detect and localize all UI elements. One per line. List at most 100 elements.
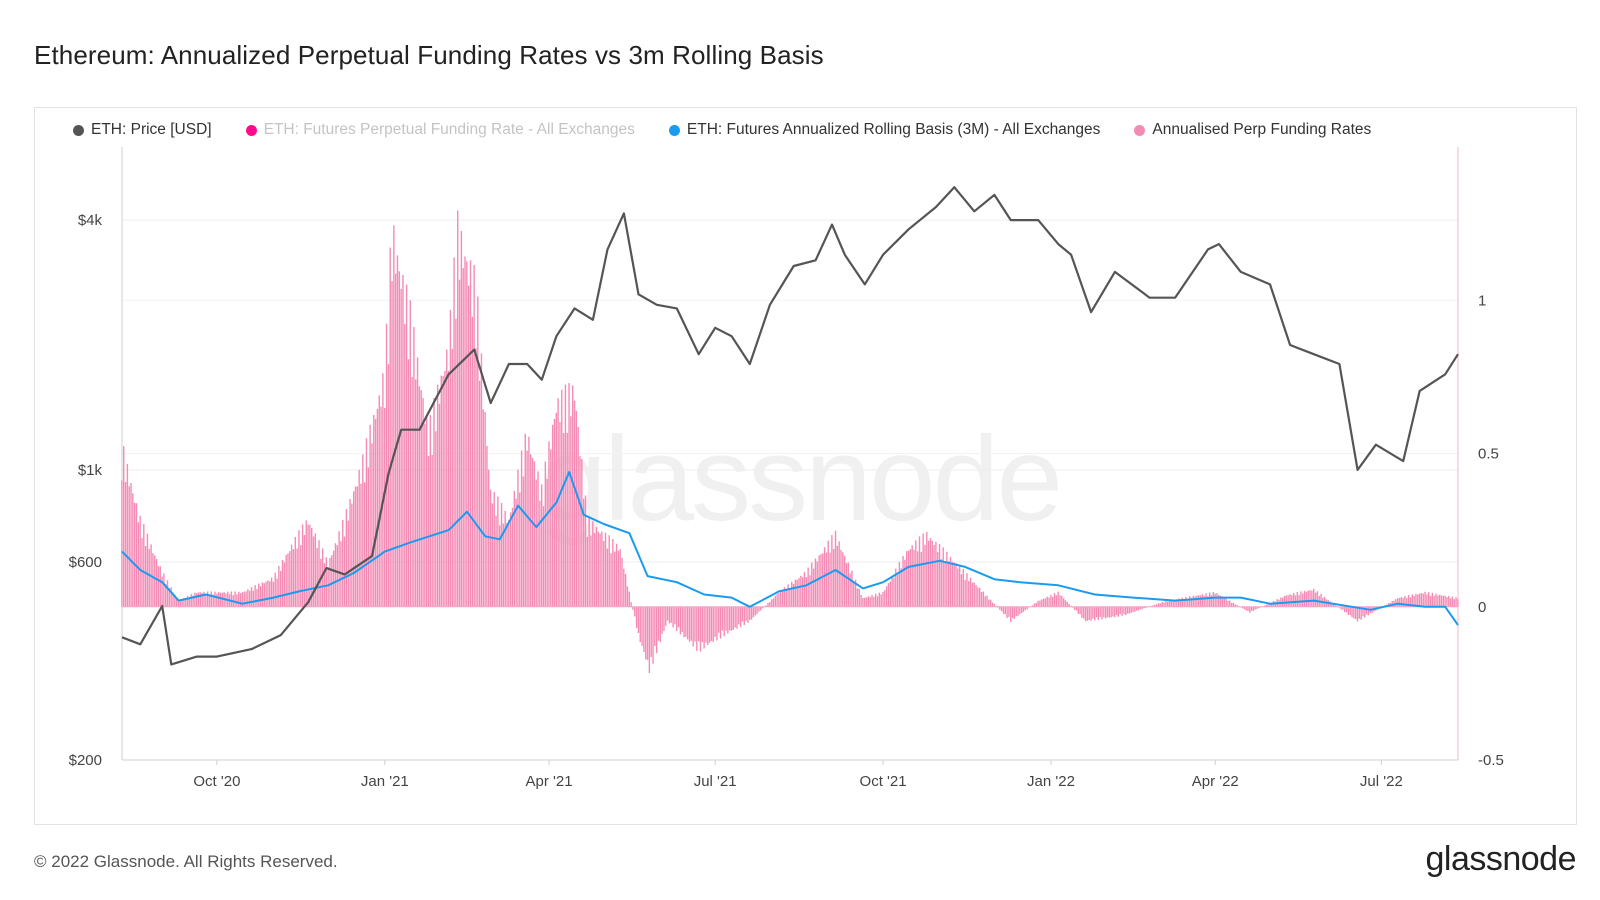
perp-funding-bar	[1081, 606, 1083, 618]
perp-funding-bar	[555, 412, 557, 607]
perp-funding-bar	[435, 431, 437, 607]
legend-item-funding-rate[interactable]: ETH: Futures Perpetual Funding Rate - Al…	[245, 121, 635, 139]
perp-funding-bar	[588, 516, 590, 607]
perp-funding-bar	[913, 549, 915, 607]
perp-funding-bar	[540, 484, 543, 607]
perp-funding-bar	[772, 598, 775, 607]
legend-item-perp-funding[interactable]: Annualised Perp Funding Rates	[1134, 121, 1371, 139]
perp-funding-bar	[165, 583, 167, 607]
perp-funding-bar	[1125, 606, 1127, 616]
perp-funding-bar	[446, 349, 448, 607]
perp-funding-bar	[780, 590, 782, 607]
perp-funding-bar	[1077, 606, 1079, 614]
perp-funding-bar	[707, 606, 709, 645]
perp-funding-bar	[314, 533, 317, 607]
perp-funding-bar	[1179, 599, 1182, 607]
perp-funding-bar	[845, 563, 848, 607]
perp-funding-bar	[610, 553, 612, 607]
perp-funding-bar	[329, 557, 331, 607]
perp-funding-bar	[1210, 595, 1213, 607]
perp-funding-bar	[278, 565, 280, 607]
perp-funding-bar	[404, 324, 406, 607]
perp-funding-bar	[411, 377, 413, 607]
perp-funding-bar	[407, 359, 410, 607]
x-tick-label: Oct '20	[193, 773, 240, 790]
perp-funding-bar	[721, 606, 724, 631]
perp-funding-bar	[1420, 593, 1423, 607]
perp-funding-bar	[906, 551, 908, 607]
perp-funding-bar	[389, 247, 391, 607]
perp-funding-bar	[210, 591, 213, 607]
perp-funding-bar	[876, 596, 879, 607]
perp-funding-bar	[1199, 595, 1202, 607]
perp-funding-bar	[331, 555, 333, 607]
perp-funding-bar	[623, 568, 625, 607]
perp-funding-bar	[840, 549, 842, 607]
perp-funding-bar	[960, 574, 963, 607]
perp-funding-bar	[1360, 606, 1362, 620]
perp-funding-bar	[1320, 593, 1322, 607]
perp-funding-bar	[1367, 606, 1370, 616]
perp-funding-bar	[1132, 606, 1134, 613]
perp-funding-bar	[924, 544, 926, 607]
perp-funding-bar	[1424, 591, 1426, 607]
perp-funding-bar	[488, 469, 490, 607]
perp-funding-bar	[1448, 595, 1450, 607]
perp-funding-bar	[469, 260, 472, 607]
perp-funding-bar	[290, 544, 293, 607]
perp-funding-bar	[1225, 598, 1227, 607]
perp-funding-bar	[183, 597, 185, 607]
perp-funding-bar	[1283, 595, 1286, 607]
perp-funding-bar	[1137, 606, 1140, 611]
series-line-basis	[121, 470, 1459, 626]
perp-funding-bar	[1152, 605, 1154, 607]
perp-funding-bar	[1156, 604, 1158, 607]
perp-funding-bar	[873, 596, 875, 607]
perp-funding-bar	[822, 553, 824, 607]
legend-item-basis[interactable]: ETH: Futures Annualized Rolling Basis (3…	[668, 121, 1100, 139]
perp-funding-bar	[1413, 595, 1415, 607]
legend-item-price[interactable]: ETH: Price [USD]	[73, 121, 212, 139]
perp-funding-bar	[654, 606, 656, 646]
perp-funding-bar	[613, 551, 616, 607]
legend-dot-funding-rate	[245, 124, 257, 136]
y-left-tick-label: $1k	[78, 462, 103, 479]
perp-funding-bar	[177, 601, 180, 607]
chart-panel: ETH: Price [USD] ETH: Futures Perpetual …	[34, 107, 1577, 825]
perp-funding-bar	[659, 606, 662, 643]
perp-funding-bar	[579, 456, 581, 607]
perp-funding-bar	[296, 548, 298, 607]
perp-funding-bar	[371, 443, 373, 607]
perp-funding-bar	[1291, 595, 1293, 607]
perp-funding-bar	[422, 398, 424, 607]
perp-funding-bar	[1205, 593, 1207, 607]
perp-funding-bar	[1247, 606, 1249, 611]
perp-funding-bar	[949, 556, 952, 607]
perp-funding-bar	[902, 555, 904, 607]
perp-funding-bar	[420, 390, 422, 607]
perp-funding-bar	[761, 606, 764, 609]
perp-funding-bar	[234, 591, 236, 607]
perp-funding-bar	[1170, 600, 1173, 607]
perp-funding-bar	[805, 576, 808, 607]
perp-funding-bar	[938, 543, 941, 607]
perp-funding-bar	[511, 507, 514, 607]
perp-funding-bar	[889, 581, 891, 607]
perp-funding-bar	[486, 445, 488, 607]
perp-funding-bar	[460, 231, 463, 607]
perp-funding-bar	[1126, 606, 1129, 614]
x-tick-label: Apr '21	[526, 773, 573, 790]
perp-funding-bar	[887, 583, 890, 607]
perp-funding-bar	[566, 432, 568, 607]
perp-funding-bar	[135, 503, 138, 607]
perp-funding-bar	[199, 592, 202, 607]
perp-funding-bar	[245, 591, 247, 607]
perp-funding-bar	[1000, 606, 1003, 612]
perp-funding-bar	[352, 491, 355, 607]
perp-funding-bar	[1194, 596, 1196, 607]
perp-funding-bar	[933, 544, 935, 607]
perp-funding-bar	[1354, 606, 1357, 620]
perp-funding-bar	[1048, 597, 1050, 607]
perp-funding-bar	[1442, 595, 1444, 607]
